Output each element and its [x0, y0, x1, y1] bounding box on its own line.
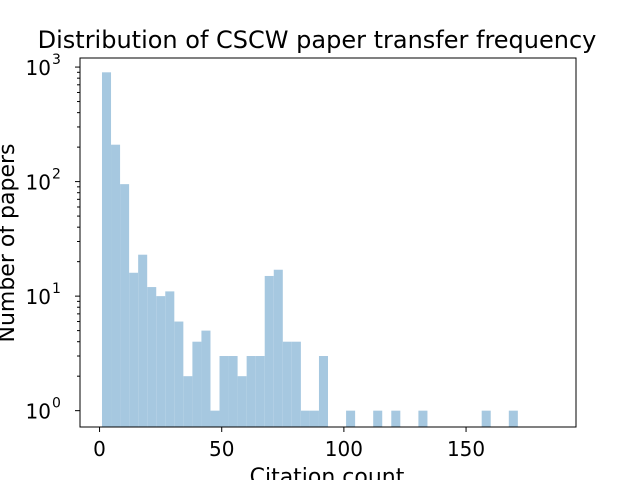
y-tick-label: 10	[26, 171, 51, 195]
x-axis: 0 50 100 150	[93, 427, 485, 461]
y-tick-exponent: 3	[52, 52, 61, 68]
y-tick-label: 10	[26, 285, 51, 309]
y-tick-exponent: 1	[52, 281, 61, 297]
histogram-bar	[391, 410, 401, 427]
histogram-bar	[210, 410, 220, 427]
y-tick-exponent: 0	[52, 396, 61, 412]
histogram-bar	[101, 72, 112, 427]
histogram-bar	[228, 356, 238, 427]
histogram-bar	[300, 410, 310, 427]
histogram-bar	[183, 376, 193, 427]
histogram-bar	[174, 321, 184, 427]
x-tick-label: 100	[325, 437, 363, 461]
chart-title: Distribution of CSCW paper transfer freq…	[38, 26, 597, 54]
histogram-bar	[111, 144, 121, 427]
histogram-bar	[481, 410, 491, 427]
histogram-bar	[418, 410, 428, 427]
histogram-bar	[129, 272, 139, 427]
histogram-bar	[282, 341, 292, 427]
histogram-bar	[508, 410, 518, 427]
histogram-bar	[291, 341, 301, 427]
histogram-bar	[219, 356, 229, 427]
y-axis-label: Number of papers	[0, 143, 20, 342]
histogram-bar	[237, 376, 247, 427]
x-tick-label: 50	[209, 437, 234, 461]
histogram-bar	[165, 291, 175, 427]
y-tick-label: 10	[26, 400, 51, 424]
histogram-bar	[192, 341, 202, 427]
histogram-bar	[273, 269, 283, 427]
histogram-bar	[120, 184, 130, 427]
histogram-bar	[318, 356, 328, 427]
histogram-bars	[101, 72, 518, 427]
histogram-bar	[201, 330, 211, 427]
histogram-bar	[147, 287, 157, 427]
histogram-bar	[138, 254, 148, 427]
x-tick-label: 0	[93, 437, 106, 461]
histogram-bar	[255, 356, 265, 427]
histogram-bar	[346, 410, 356, 427]
plot-frame	[79, 57, 577, 428]
histogram-bar	[264, 275, 274, 427]
histogram-bar	[373, 410, 383, 427]
histogram-bar	[246, 356, 256, 427]
x-axis-label: Citation count	[250, 465, 405, 480]
y-tick-exponent: 2	[52, 167, 61, 183]
x-tick-label: 150	[447, 437, 485, 461]
histogram-bar	[309, 410, 319, 427]
histogram-bar	[156, 296, 166, 427]
y-tick-label: 10	[26, 56, 51, 80]
